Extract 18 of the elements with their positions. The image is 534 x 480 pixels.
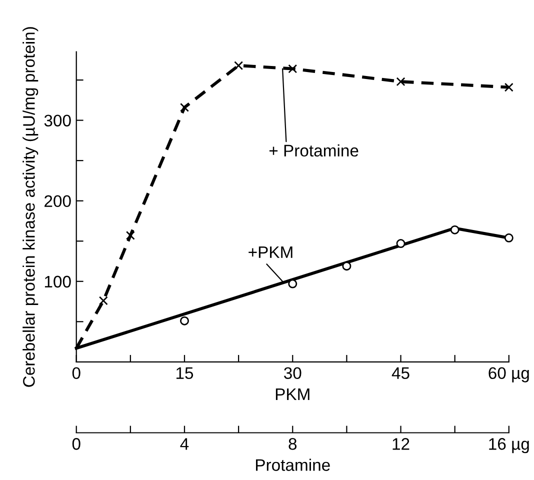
x-tick-label: 15 — [176, 367, 194, 380]
x2-tick-label: 8 — [288, 438, 297, 450]
x-tick-label: 45 — [392, 367, 410, 380]
x2-tick-label: 16 µg — [489, 438, 529, 454]
x2-axis-title: Protamine — [256, 458, 330, 471]
annotation: +PKM — [248, 246, 292, 258]
annotation: + Protamine — [269, 144, 358, 157]
y-tick-label: 200 — [44, 195, 71, 208]
x-tick-label: 0 — [72, 367, 80, 380]
x2-tick-label: 12 — [392, 438, 410, 450]
y-tick-label: 100 — [44, 276, 71, 288]
x-axis-title: PKM — [276, 388, 310, 400]
x-tick-label: 60 µg — [488, 367, 529, 382]
y-axis-title: Cerebellar protein kinase activity (µU/mg protein) — [22, 27, 38, 387]
x2-tick-label: 4 — [180, 438, 189, 450]
x-tick-label: 30 — [284, 367, 302, 380]
x2-tick-label: 0 — [72, 438, 80, 450]
y-tick-label: 300 — [44, 114, 71, 126]
